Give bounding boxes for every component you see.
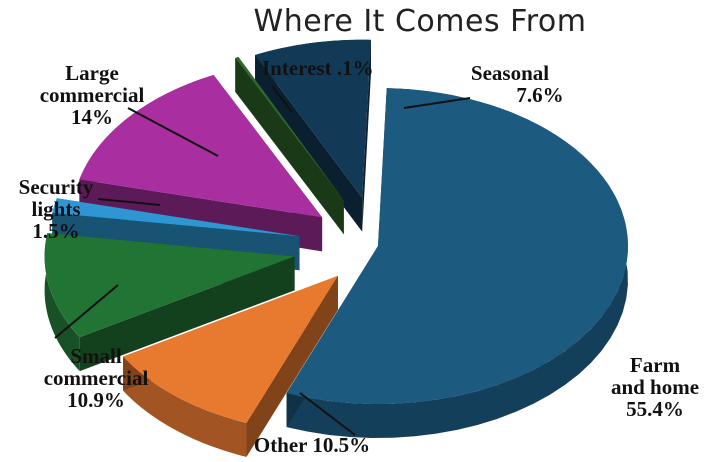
slice-value-text: 55.4%: [626, 397, 684, 421]
pie-slice-5: [235, 57, 344, 235]
slice-label-5: Interest .1%: [262, 56, 374, 80]
slice-label-3: Security lights 1.5%: [19, 175, 94, 243]
pie-slice-top: [44, 233, 295, 338]
slice-label-0: Farm and home 55.4%: [611, 353, 699, 421]
slice-value-text: 10.9%: [67, 388, 125, 412]
slice-label-1: Other 10.5%: [254, 433, 370, 457]
leader-line-5: [271, 85, 293, 113]
slice-label-text: Seasonal: [471, 61, 549, 85]
slice-label-text: commercial: [44, 366, 149, 390]
pie-slice-side: [362, 39, 371, 232]
slice-label-text: lights: [31, 197, 80, 221]
pie-slice-wall: [286, 88, 628, 438]
slice-value-text: 14%: [71, 105, 113, 129]
slice-label-6: Seasonal 7.6%: [471, 61, 564, 107]
pie-slice-0: [286, 88, 628, 438]
slice-label-text: Security: [19, 175, 94, 199]
leader-line-6: [403, 97, 471, 109]
slice-label-text: Farm: [630, 353, 681, 377]
slice-value-text: 1.5%: [32, 219, 79, 243]
slice-label-4: Large commercial 14%: [40, 61, 145, 129]
pie-slice-top: [286, 88, 628, 404]
pie-slice-top: [255, 39, 371, 198]
pie-slice-side: [238, 57, 344, 235]
slice-label-text: and home: [611, 375, 699, 399]
slice-label-text: Interest .1%: [262, 56, 374, 80]
pie-slice-wall: [123, 356, 247, 457]
slice-label-2: Small commercial 10.9%: [44, 344, 149, 412]
leader-line-2: [54, 284, 119, 339]
slice-label-text: Large: [65, 61, 119, 85]
leader-line-1: [299, 392, 356, 436]
leader-line-4: [127, 107, 219, 157]
pie-slice-top: [123, 275, 338, 423]
pie-slice-2: [44, 233, 295, 372]
pie-slice-top: [52, 198, 300, 237]
pie-slice-side: [246, 275, 338, 457]
slice-value-text: 7.6%: [516, 83, 563, 107]
chart-title: Where It Comes From: [253, 4, 587, 39]
slice-label-text: Other 10.5%: [254, 433, 370, 457]
slice-label-text: Small: [70, 344, 122, 368]
pie-slice-top: [235, 57, 344, 201]
pie-slice-1: [123, 275, 338, 457]
slice-label-text: commercial: [40, 83, 145, 107]
pie-slice-wall: [44, 233, 80, 372]
leader-line-3: [97, 198, 161, 206]
